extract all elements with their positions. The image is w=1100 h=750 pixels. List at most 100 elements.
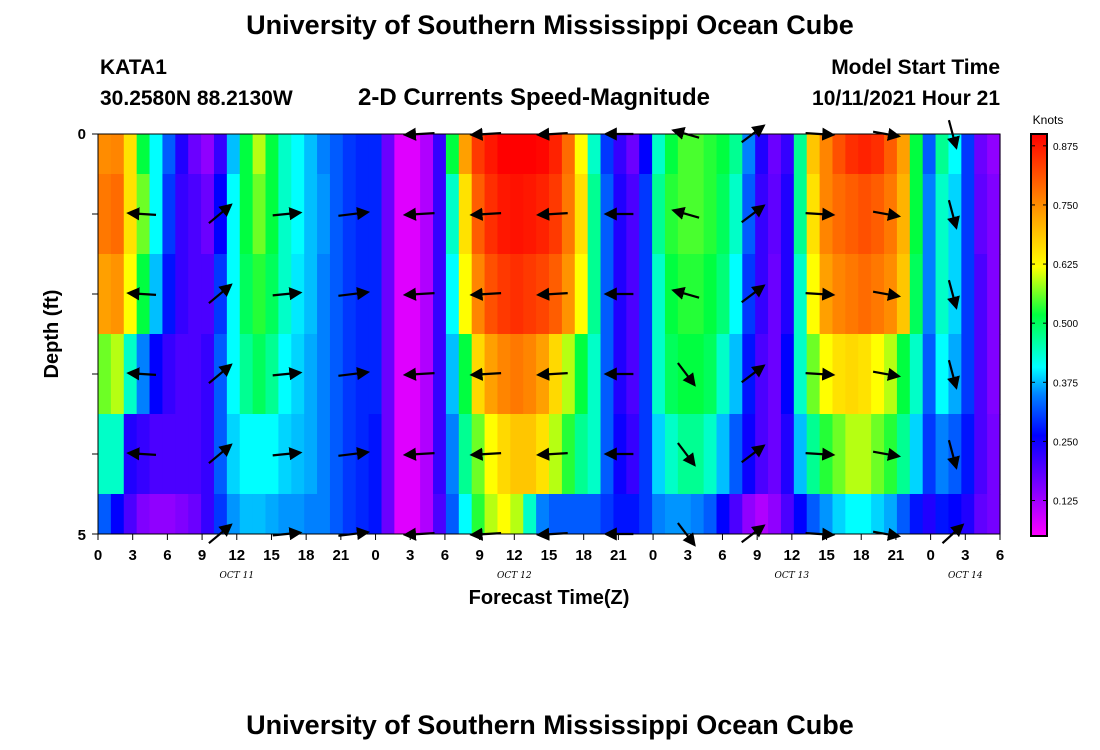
heat-cell (497, 254, 511, 335)
heat-cell (394, 254, 408, 335)
heat-cell (394, 414, 408, 495)
heat-cell (716, 254, 730, 335)
heat-cell (188, 134, 202, 175)
heat-cell (961, 254, 975, 335)
heat-cell (162, 414, 176, 495)
heat-cell (252, 174, 267, 255)
heat-cell (896, 414, 911, 495)
heat-cell (987, 254, 1001, 335)
heat-cell (420, 134, 434, 175)
heat-cell (896, 174, 911, 255)
colorbar-unit: Knots (1033, 113, 1064, 127)
current-arrow (671, 286, 700, 300)
station-coordinates: 30.2580N 88.2130W (100, 87, 293, 110)
heat-cell (510, 134, 524, 175)
heat-cell (110, 254, 125, 335)
x-tick-label: 15 (263, 547, 280, 564)
heat-cell (961, 494, 975, 535)
heat-cell (162, 134, 176, 175)
heat-cell (201, 494, 215, 535)
heat-cell (858, 334, 872, 415)
heat-cell (445, 134, 460, 175)
current-arrow (805, 207, 836, 221)
heat-cell (664, 414, 679, 495)
heat-cell (755, 494, 769, 535)
heat-cell (458, 174, 473, 255)
heat-cell (149, 174, 164, 255)
heat-cell (690, 414, 705, 495)
heat-cell (664, 134, 679, 175)
heat-cell (523, 414, 537, 495)
y-tick-label: 0 (78, 126, 86, 143)
heat-cell (871, 134, 885, 175)
heat-cell (149, 414, 164, 495)
current-arrow (338, 446, 371, 461)
heat-cell (291, 134, 305, 175)
heat-cell (948, 414, 962, 495)
current-arrow (208, 363, 233, 385)
heat-cell (974, 174, 988, 255)
heat-cell (871, 174, 885, 255)
heat-cell (226, 174, 241, 255)
current-arrow (872, 287, 902, 301)
heat-cell (149, 134, 164, 175)
heat-cell (381, 254, 395, 335)
x-tick-label: 3 (684, 547, 692, 564)
heat-cell (780, 254, 795, 335)
heat-cell (755, 414, 769, 495)
heat-cell (922, 494, 937, 535)
heat-cell (536, 134, 550, 175)
heat-cell (239, 494, 254, 535)
colorbar-tick-label: 0.375 (1053, 378, 1078, 389)
heat-cell (690, 494, 705, 535)
heat-cell (458, 414, 473, 495)
heat-cell (974, 334, 988, 415)
heat-cell (884, 494, 898, 535)
heat-cell (587, 174, 602, 255)
x-tick-label: 15 (818, 547, 835, 564)
heat-cell (162, 334, 176, 415)
heat-cell (948, 334, 962, 415)
heat-cell (742, 494, 756, 535)
heat-cell (690, 134, 705, 175)
heat-cell (613, 494, 627, 535)
heat-cell (433, 494, 447, 535)
heat-cell (677, 134, 692, 175)
heat-cell (600, 134, 615, 175)
heat-cell (742, 134, 756, 175)
x-tick-label: 12 (784, 547, 801, 564)
current-arrow (126, 287, 157, 301)
heat-cell (896, 134, 911, 175)
day-label: OCT 12 (497, 571, 532, 581)
heat-cell (896, 494, 911, 535)
heat-cell (703, 334, 718, 415)
heat-cell (961, 134, 975, 175)
station-id: KATA1 (100, 56, 167, 79)
heat-cell (239, 174, 254, 255)
heat-cell (922, 174, 937, 255)
heat-cell (729, 494, 743, 535)
day-label: OCT 14 (948, 571, 983, 581)
heat-cell (123, 494, 138, 535)
colorbar-tick-label: 0.125 (1053, 497, 1078, 508)
heat-cell (175, 334, 189, 415)
heat-cell (793, 174, 808, 255)
heat-cell (961, 414, 975, 495)
heat-cell (329, 134, 344, 175)
heat-cell (574, 134, 589, 175)
heat-cell (716, 494, 730, 535)
current-arrow (402, 207, 435, 221)
current-arrow (677, 442, 696, 467)
heat-cell (768, 174, 782, 255)
model-start-time: 10/11/2021 Hour 21 (812, 87, 1000, 110)
heat-cell (381, 334, 395, 415)
heat-cell (935, 134, 950, 175)
heat-cell (639, 334, 653, 415)
heat-cell (716, 174, 730, 255)
heat-cell (600, 494, 615, 535)
heat-cell (458, 494, 473, 535)
heat-cell (265, 254, 279, 335)
heat-cell (175, 494, 189, 535)
current-arrow (677, 362, 696, 387)
